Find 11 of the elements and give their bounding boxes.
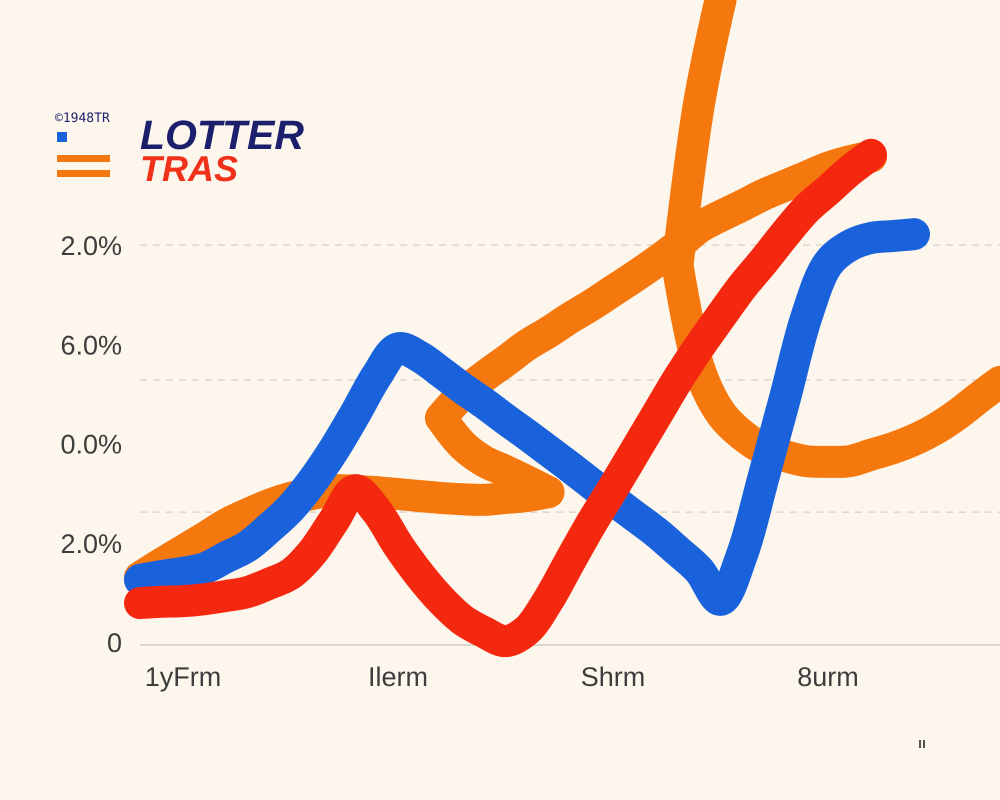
x-tick-label: 1yFrm bbox=[144, 662, 222, 692]
text: 2.0% bbox=[60, 231, 122, 262]
text: 0.0% bbox=[60, 430, 122, 460]
x-tick-label: Shrm bbox=[580, 662, 646, 692]
x-tick-label: 8urm bbox=[797, 662, 859, 692]
text: ©1948TR bbox=[55, 111, 110, 126]
text: 2.0% bbox=[60, 528, 122, 559]
text: TRAS bbox=[140, 148, 238, 189]
text: 0 bbox=[106, 628, 122, 658]
x-tick-label: Ilerm bbox=[368, 662, 428, 692]
text: 6.0% bbox=[60, 330, 122, 360]
